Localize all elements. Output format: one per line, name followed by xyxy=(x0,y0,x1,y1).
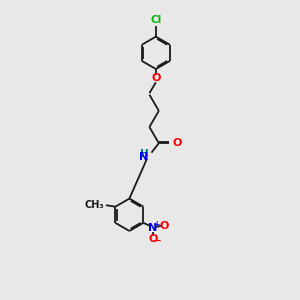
Text: Cl: Cl xyxy=(150,15,161,26)
Text: H: H xyxy=(140,149,148,159)
Text: O: O xyxy=(151,74,160,83)
Text: O: O xyxy=(173,138,182,148)
Text: CH₃: CH₃ xyxy=(85,200,104,210)
Text: O: O xyxy=(159,221,169,231)
Text: N: N xyxy=(148,223,158,233)
Text: O: O xyxy=(148,234,158,244)
Text: −: − xyxy=(153,236,162,246)
Text: +: + xyxy=(153,220,160,230)
Text: N: N xyxy=(139,152,148,162)
